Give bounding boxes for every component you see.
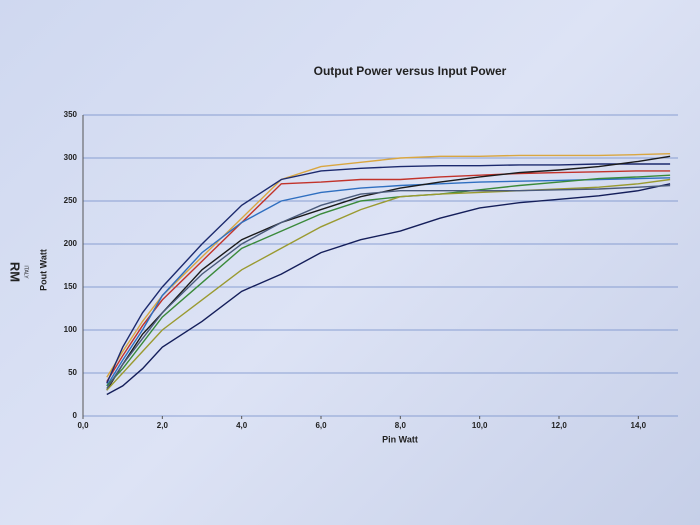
series-line <box>106 155 671 391</box>
series-line <box>106 177 671 387</box>
y-tick-label: 50 <box>68 368 77 377</box>
series-line <box>106 153 671 378</box>
logo-text: ITALY <box>23 265 29 279</box>
series-line <box>106 163 671 384</box>
x-tick-label: 14,0 <box>631 421 647 430</box>
x-axis-label: Pin Watt <box>382 434 418 444</box>
x-tick-label: 12,0 <box>551 421 567 430</box>
x-tick-label: 4,0 <box>236 421 248 430</box>
x-tick-label: 0,0 <box>77 421 89 430</box>
chart-title: Output Power versus Input Power <box>314 64 507 78</box>
y-axis-label: Pout Watt <box>38 249 48 291</box>
y-tick-label: 200 <box>64 239 78 248</box>
series-line <box>106 174 671 387</box>
series-line <box>106 183 671 396</box>
y-tick-label: 150 <box>64 282 78 291</box>
x-tick-label: 8,0 <box>395 421 407 430</box>
x-tick-label: 6,0 <box>315 421 327 430</box>
series-line <box>106 184 671 389</box>
series-line <box>106 170 671 382</box>
y-tick-label: 0 <box>73 411 78 420</box>
x-tick-label: 10,0 <box>472 421 488 430</box>
y-tick-label: 300 <box>64 153 78 162</box>
y-tick-label: 250 <box>64 196 78 205</box>
series-line <box>106 178 671 391</box>
logo-mark: RM <box>8 262 23 282</box>
x-tick-label: 2,0 <box>157 421 169 430</box>
y-tick-label: 350 <box>64 110 78 119</box>
y-tick-label: 100 <box>64 325 78 334</box>
